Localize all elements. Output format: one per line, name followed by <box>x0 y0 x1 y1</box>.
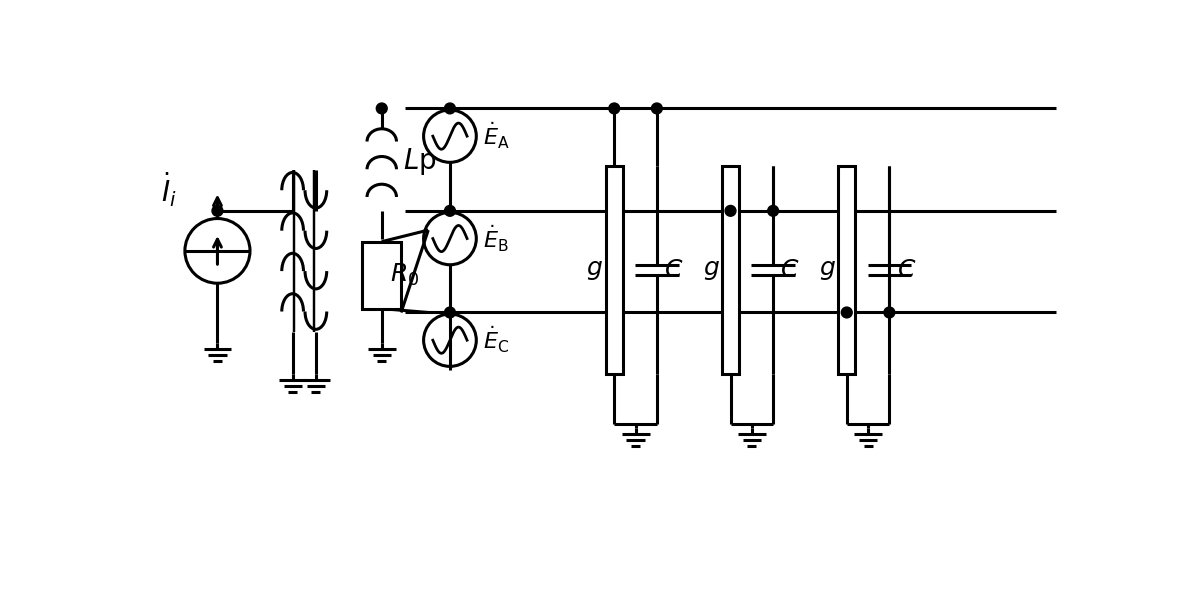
Circle shape <box>444 205 455 216</box>
Text: $C$: $C$ <box>664 259 684 282</box>
Text: $\dot{E}_{\mathrm{B}}$: $\dot{E}_{\mathrm{B}}$ <box>482 223 509 254</box>
Text: $\dot{E}_{\mathrm{C}}$: $\dot{E}_{\mathrm{C}}$ <box>482 325 509 355</box>
Text: $g$: $g$ <box>703 259 720 282</box>
Circle shape <box>444 103 455 114</box>
Text: $\dot{E}_{\mathrm{A}}$: $\dot{E}_{\mathrm{A}}$ <box>482 121 509 152</box>
Text: $R_0$: $R_0$ <box>389 262 419 288</box>
Circle shape <box>609 103 620 114</box>
Text: $g$: $g$ <box>819 259 836 282</box>
Bar <box>605 166 623 374</box>
Text: $g$: $g$ <box>586 259 603 282</box>
Bar <box>838 166 855 374</box>
Text: $\dot{I}_i$: $\dot{I}_i$ <box>161 170 177 208</box>
Circle shape <box>725 205 736 216</box>
Circle shape <box>884 307 894 318</box>
Bar <box>722 166 739 374</box>
Circle shape <box>444 307 455 318</box>
Circle shape <box>842 307 853 318</box>
Circle shape <box>376 103 387 114</box>
Circle shape <box>213 205 223 216</box>
Text: $C$: $C$ <box>781 259 800 282</box>
Circle shape <box>652 103 663 114</box>
Text: $L\mathrm{p}$: $L\mathrm{p}$ <box>404 146 437 177</box>
Text: $C$: $C$ <box>897 259 916 282</box>
Bar <box>362 241 401 309</box>
Circle shape <box>768 205 778 216</box>
